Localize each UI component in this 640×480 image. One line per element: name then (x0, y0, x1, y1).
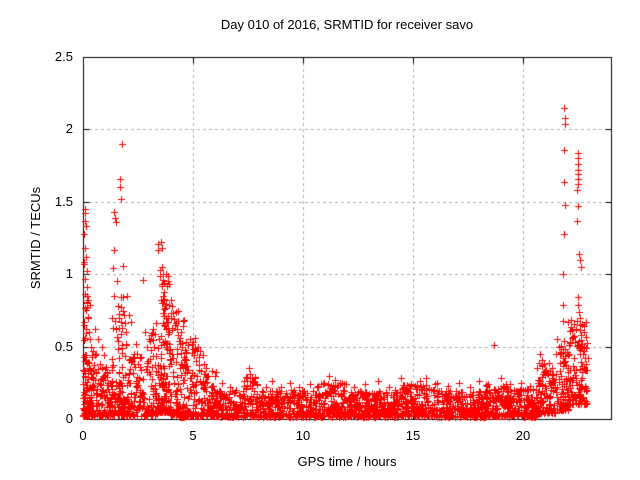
x-axis-label: GPS time / hours (297, 454, 397, 469)
chart-title: Day 010 of 2016, SRMTID for receiver sav… (220, 17, 474, 32)
x-tick-label: 20 (515, 428, 531, 443)
y-tick-label: 1.5 (54, 194, 73, 209)
x-tick-label: 5 (189, 428, 197, 443)
y-tick-label: 0 (65, 411, 73, 426)
x-tick-label: 0 (79, 428, 87, 443)
x-tick-label: 15 (405, 428, 421, 443)
x-tick-label: 10 (295, 428, 311, 443)
y-tick-label: 2 (65, 121, 73, 136)
y-tick-label: 0.5 (54, 339, 73, 354)
y-tick-label: 2.5 (54, 49, 73, 64)
y-tick-label: 1 (65, 266, 73, 281)
y-axis-label: SRMTID / TECUs (28, 186, 43, 290)
